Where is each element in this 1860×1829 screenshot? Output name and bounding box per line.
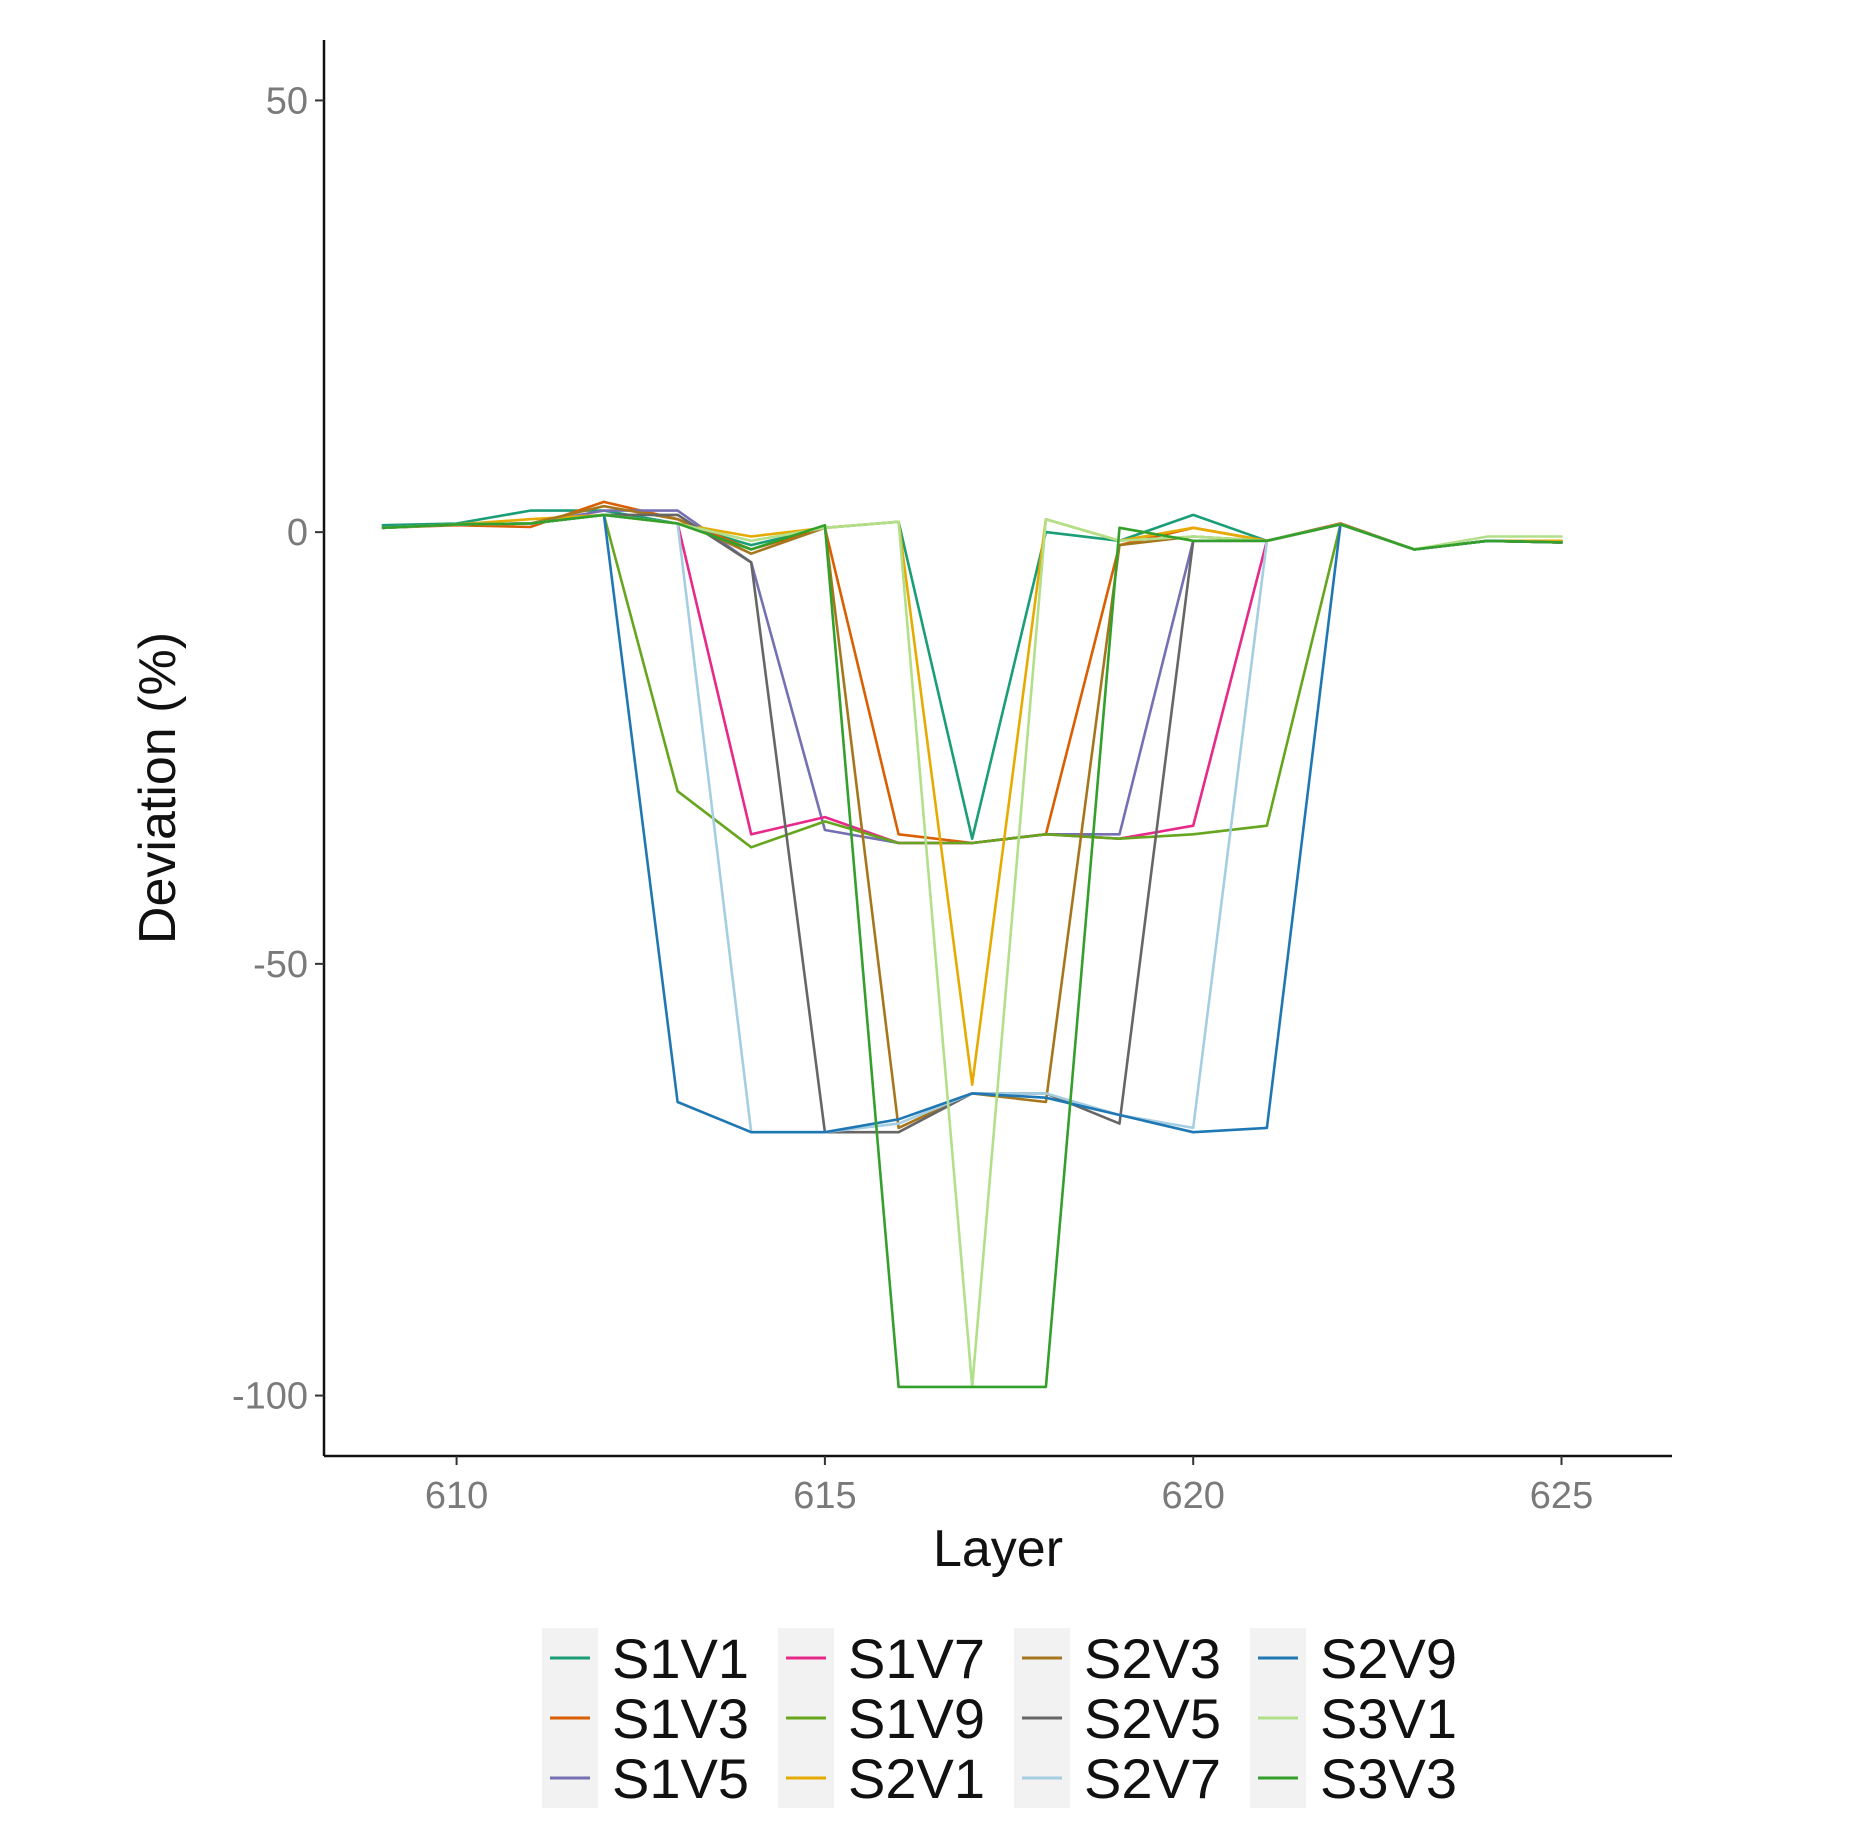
series-lines [381,500,1563,1389]
legend-item-s1v7: S1V7 [778,1627,985,1690]
series-line-s2v5 [381,513,1563,1134]
series-line-s1v7 [381,513,1563,845]
series-line-s1v3 [381,500,1563,845]
x-tick-label: 625 [1530,1475,1593,1517]
legend-label: S1V5 [612,1747,749,1810]
series-line-s1v5 [381,509,1563,845]
y-tick-label: 50 [266,80,308,122]
series-line-s1v9 [381,513,1563,849]
axes: 50 0 -50 -100 610 615 620 625 [232,40,1672,1517]
legend-item-s2v7: S2V7 [1014,1747,1221,1810]
series-line-s2v7 [381,513,1563,1134]
legend-item-s1v5: S1V5 [542,1747,749,1810]
legend-item-s2v1: S2V1 [778,1747,985,1810]
legend-label: S2V9 [1320,1627,1457,1690]
legend-label: S1V9 [848,1687,985,1750]
y-tick-label: -50 [253,944,308,986]
x-tick-label: 610 [425,1475,488,1517]
legend-item-s1v1: S1V1 [542,1627,749,1690]
y-axis-title: Deviation (%) [129,632,187,944]
series-line-s2v9 [381,513,1563,1134]
series-line-s2v3 [381,504,1563,1130]
legend-label: S2V3 [1084,1627,1221,1690]
legend-item-s2v3: S2V3 [1014,1627,1221,1690]
x-tick-label: 620 [1161,1475,1224,1517]
x-tick-label: 615 [793,1475,856,1517]
series-line-s3v1 [381,513,1563,1389]
y-tick-label: 0 [287,512,308,554]
legend-label: S1V7 [848,1627,985,1690]
legend-label: S3V1 [1320,1687,1457,1750]
legend-label: S2V5 [1084,1687,1221,1750]
legend-label: S1V1 [612,1627,749,1690]
series-line-s3v3 [381,513,1563,1389]
legend-item-s2v9: S2V9 [1250,1627,1457,1690]
legend-item-s1v3: S1V3 [542,1687,749,1750]
x-axis-title: Layer [933,1520,1063,1578]
legend-item-s2v5: S2V5 [1014,1687,1221,1750]
y-tick-label: -100 [232,1376,308,1418]
legend-label: S2V7 [1084,1747,1221,1810]
legend-item-s3v1: S3V1 [1250,1687,1457,1750]
legend-label: S3V3 [1320,1747,1457,1810]
series-line-s1v1 [381,509,1563,841]
series-line-s2v1 [381,513,1563,1086]
legend-label: S1V3 [612,1687,749,1750]
legend-item-s1v9: S1V9 [778,1687,985,1750]
legend-label: S2V1 [848,1747,985,1810]
legend-item-s3v3: S3V3 [1250,1747,1457,1810]
